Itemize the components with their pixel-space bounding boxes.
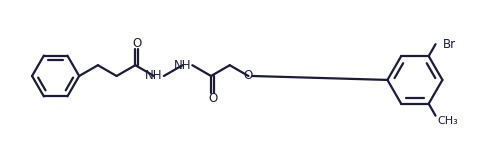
Text: O: O	[132, 37, 141, 50]
Text: NH: NH	[174, 59, 192, 72]
Text: NH: NH	[145, 69, 162, 83]
Text: Br: Br	[442, 38, 456, 51]
Text: O: O	[208, 92, 217, 105]
Text: O: O	[244, 69, 253, 83]
Text: CH₃: CH₃	[438, 116, 458, 126]
